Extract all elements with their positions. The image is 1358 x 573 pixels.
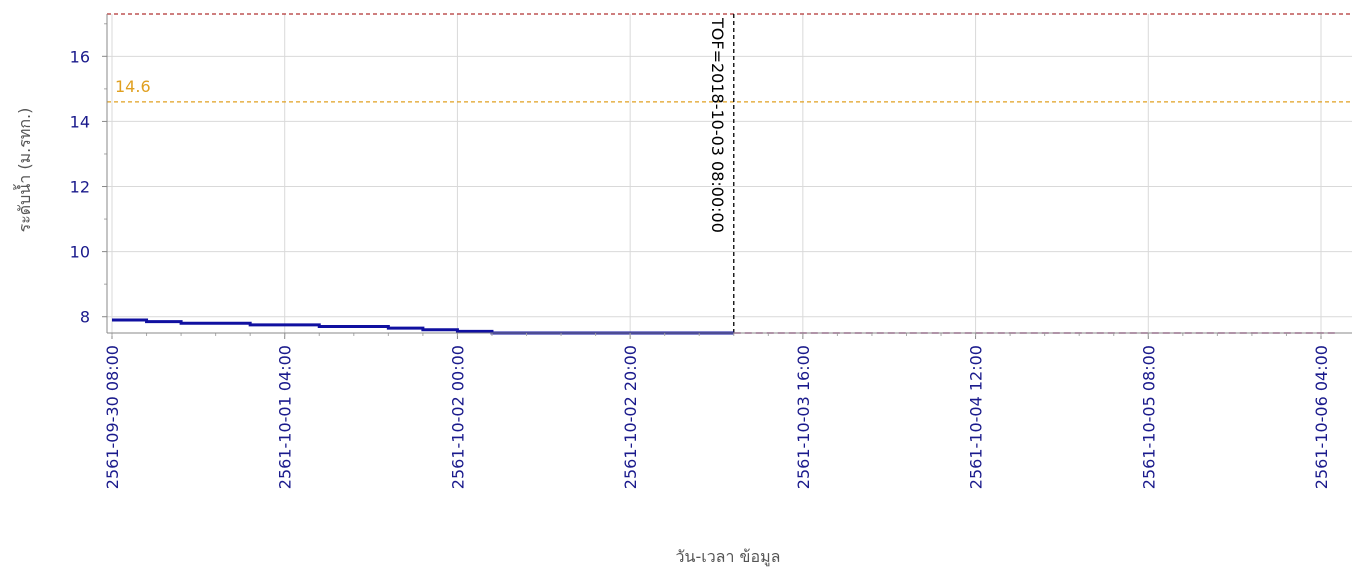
y-tick-label: 8 [80,308,90,327]
x-tick-label: 2561-10-04 12:00 [967,345,986,489]
x-tick-label: 2561-10-01 04:00 [276,345,295,489]
y-tick-label: 14 [70,112,90,131]
x-tick-label: 2561-10-02 00:00 [448,345,467,489]
tof-label: TOF=2018-10-03 08:00:00 [708,17,727,233]
x-tick-label: 2561-09-30 08:00 [103,345,122,489]
x-tick-label: 2561-10-05 08:00 [1139,345,1158,489]
gridlines [107,14,1352,333]
axes: 8 10 12 14 16 2561-09-30 08:00 2561-10-01 04:0… [70,14,1352,489]
y-tick-label: 16 [70,47,90,66]
water-level-series [112,318,734,335]
y-tick-label: 12 [70,178,90,197]
reference-line-label: 14.6 [115,77,151,96]
series-group [112,318,1339,335]
y-tick-label: 10 [70,243,90,262]
labels: วัน-เวลา ข้อมูล ระดับน้ำ (ม.รทก.) [13,108,780,567]
x-axis-title: วัน-เวลา ข้อมูล [676,547,781,567]
x-tick-label: 2561-10-02 20:00 [621,345,640,489]
x-tick-label: 2561-10-03 16:00 [794,345,813,489]
x-tick-label: 2561-10-06 04:00 [1312,345,1331,489]
reference-lines: 14.6 TOF=2018-10-03 08:00:00 [107,13,1352,333]
y-axis-title: ระดับน้ำ (ม.รทก.) [13,108,34,233]
